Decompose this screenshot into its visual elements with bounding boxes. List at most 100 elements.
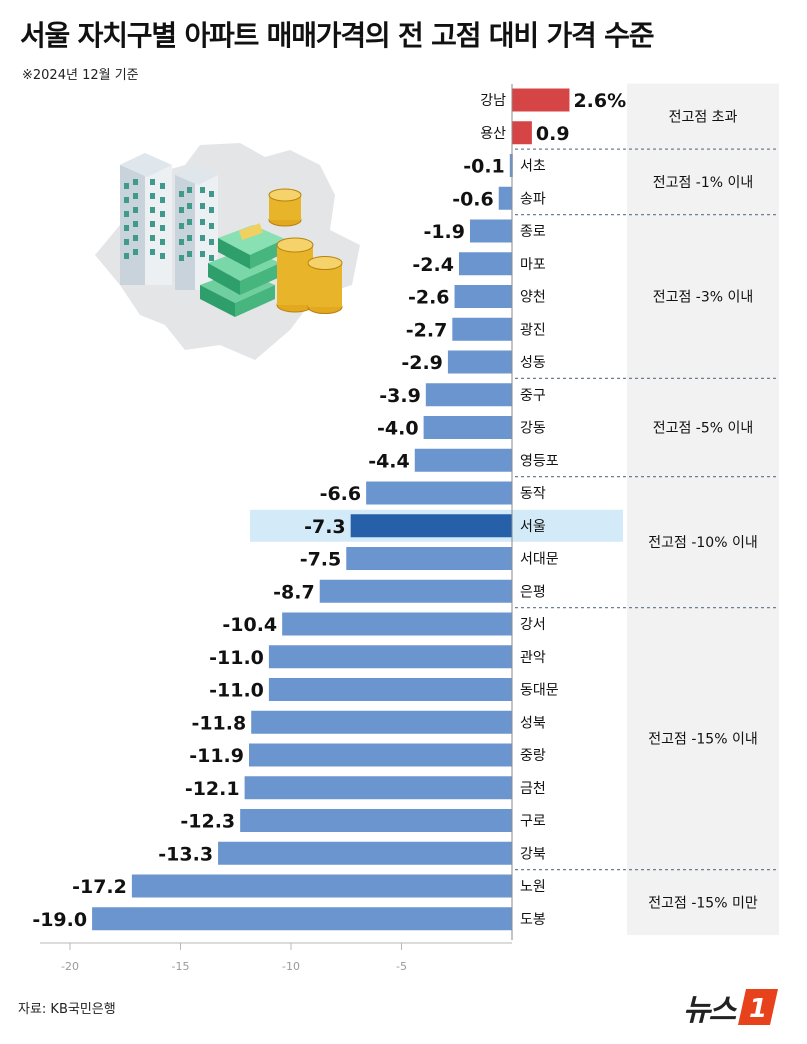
- category-label: 동작: [520, 486, 546, 502]
- bar: [425, 383, 512, 407]
- apartment-building-icon: [120, 153, 218, 290]
- bar: [498, 186, 512, 210]
- bar: [240, 809, 513, 832]
- value-label: -13.3: [158, 843, 213, 865]
- x-tick-label: -20: [61, 960, 79, 973]
- bar: [509, 154, 513, 177]
- category-label: 강북: [520, 846, 546, 862]
- gold-coins-icon: [268, 188, 343, 314]
- cash-stack-icon: [200, 223, 285, 317]
- x-tick-label: -5: [396, 960, 407, 973]
- group-panel: [627, 869, 779, 936]
- bar: [251, 710, 512, 734]
- bar: [423, 416, 512, 439]
- value-label: -0.1: [463, 156, 505, 178]
- logo-badge-icon: 1: [738, 989, 779, 1025]
- category-label: 강남: [480, 93, 506, 109]
- bar: [244, 776, 512, 800]
- category-label: 서초: [520, 159, 546, 175]
- category-label: 은평: [520, 584, 546, 600]
- value-label: -11.9: [189, 745, 244, 767]
- value-label: -11.0: [209, 680, 264, 702]
- news1-logo: 뉴스 1: [683, 985, 779, 1029]
- value-label: -11.0: [209, 647, 264, 669]
- category-label: 서울: [520, 519, 546, 535]
- value-label: -4.0: [377, 418, 419, 440]
- category-label: 강동: [520, 421, 546, 437]
- value-label: -12.1: [185, 778, 240, 800]
- category-label: 송파: [520, 191, 546, 207]
- group-label: 전고점 -3% 이내: [653, 290, 754, 306]
- category-label: 도봉: [520, 912, 546, 928]
- value-label: -17.2: [72, 876, 127, 898]
- value-label: -7.5: [300, 549, 342, 571]
- value-label: -7.3: [304, 516, 346, 538]
- bar: [458, 252, 512, 276]
- label-layer: 2.6% 강남 0.9 용산 -0.1 서초 -0.6 송파 -1.9 종로 -2.4 마포 -2.6 양…: [32, 90, 626, 931]
- value-label: -10.4: [222, 614, 277, 636]
- value-label: -11.8: [191, 712, 246, 734]
- category-label: 중랑: [520, 748, 546, 764]
- bar: [346, 547, 512, 570]
- bar: [268, 678, 512, 701]
- x-axis: -20 -15 -10 -5: [40, 84, 513, 973]
- value-label: 0.9: [536, 123, 570, 145]
- group-panel: [627, 607, 779, 870]
- logo-badge-number: 1: [749, 994, 767, 1024]
- bar: [512, 121, 532, 145]
- category-label: 마포: [520, 257, 546, 273]
- seoul-apartment-illustration: [95, 143, 360, 360]
- value-label: -2.7: [406, 319, 448, 341]
- category-label: 광진: [520, 322, 546, 338]
- value-label: -12.3: [180, 811, 235, 833]
- source-note: 자료: KB국민은행: [18, 1002, 116, 1017]
- value-label: -0.6: [452, 188, 494, 210]
- bar: [92, 907, 512, 931]
- bar: [282, 612, 512, 636]
- category-label: 서대문: [520, 552, 559, 568]
- group-label: 전고점 -15% 미만: [648, 895, 758, 911]
- bar: [470, 219, 512, 243]
- group-label: 전고점 -10% 이내: [648, 535, 757, 551]
- value-label: -3.9: [379, 385, 421, 407]
- bar-layer: [92, 88, 570, 931]
- category-label: 금천: [520, 781, 546, 797]
- x-tick-label: -10: [282, 960, 300, 973]
- bar: [319, 579, 512, 603]
- group-panel: [627, 214, 779, 379]
- value-label: -6.6: [320, 483, 362, 505]
- group-label: 전고점 -1% 이내: [653, 175, 754, 191]
- value-label: 2.6%: [573, 90, 626, 112]
- category-label: 성동: [520, 355, 546, 371]
- value-label: -19.0: [32, 909, 87, 931]
- bar: [452, 317, 512, 341]
- value-label: -4.4: [368, 450, 410, 472]
- group-label: 전고점 -15% 이내: [648, 732, 757, 748]
- value-label: -2.4: [412, 254, 454, 276]
- date-note: ※2024년 12월 기준: [22, 68, 139, 83]
- x-tick-label: -15: [172, 960, 190, 973]
- bar: [350, 514, 512, 538]
- group-label: 전고점 -5% 이내: [653, 421, 754, 437]
- category-label: 영등포: [520, 453, 559, 469]
- group-panel: [627, 378, 779, 477]
- bar: [454, 285, 512, 308]
- bar: [366, 481, 512, 505]
- category-label: 성북: [520, 715, 546, 731]
- category-label: 강서: [520, 617, 546, 633]
- bar: [218, 841, 512, 865]
- category-label: 종로: [520, 224, 546, 240]
- group-panel: [627, 476, 779, 608]
- value-label: -2.6: [408, 287, 450, 309]
- group-panel: [627, 83, 779, 150]
- category-label: 중구: [520, 388, 546, 404]
- bar: [447, 350, 512, 374]
- value-label: -2.9: [401, 352, 443, 374]
- logo-text: 뉴스: [683, 993, 736, 1028]
- bar: [414, 448, 512, 472]
- category-label: 용산: [480, 126, 506, 142]
- bar: [249, 743, 512, 767]
- category-label: 노원: [520, 879, 546, 895]
